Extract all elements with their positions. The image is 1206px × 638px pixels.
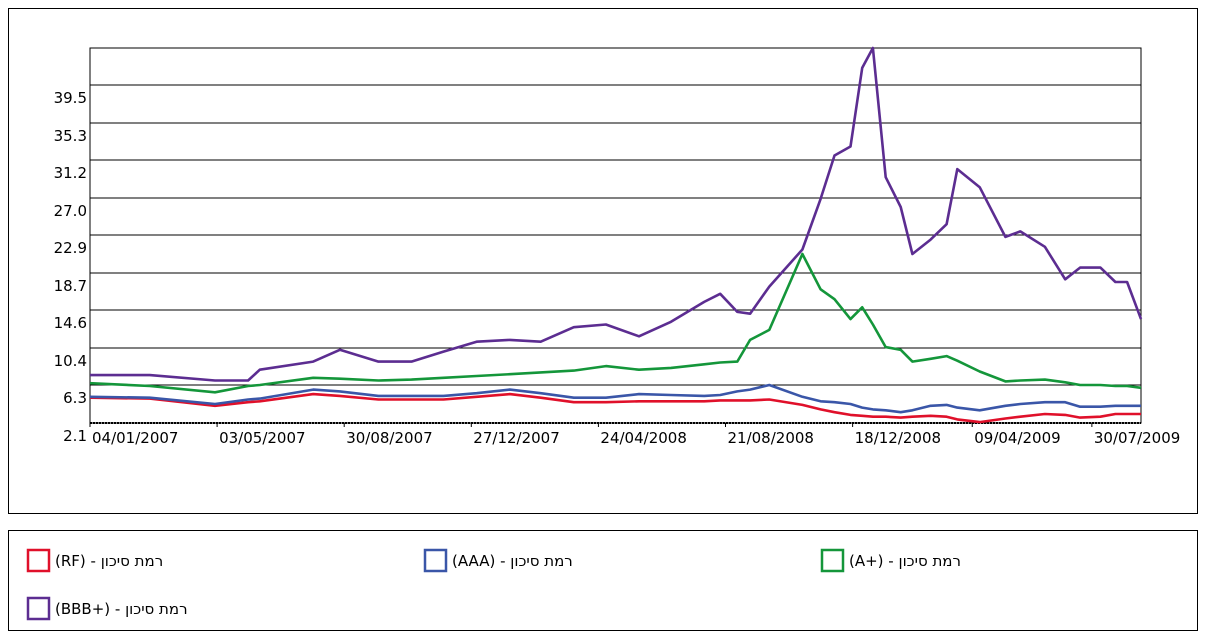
x-tick-label: 04/01/2007 [92,429,178,447]
x-tick-label: 30/07/2009 [1094,429,1180,447]
legend-label: (BBB+) - רמת סיכון [55,600,188,618]
x-tick-label: 30/08/2007 [346,429,432,447]
y-tick-label: 35.3 [54,127,87,145]
x-tick-label: 03/05/2007 [219,429,305,447]
x-tick-label: 21/08/2008 [728,429,814,447]
y-tick-label: 6.3 [63,389,87,407]
series-line [89,392,1141,424]
x-tick-label: 27/12/2007 [473,429,559,447]
y-tick-label: 2.1 [63,427,87,445]
x-tick-label: 24/04/2008 [600,429,686,447]
legend-swatch [26,548,51,573]
y-tick-label: 22.9 [54,239,87,257]
legend-frame [8,530,1198,631]
series-line [89,383,1141,414]
x-tick-label: 09/04/2009 [974,429,1060,447]
legend-swatch [820,548,845,573]
y-tick-label: 10.4 [54,352,87,370]
y-tick-label: 14.6 [54,314,87,332]
y-tick-label: 39.5 [54,89,87,107]
series-line [89,252,1142,394]
legend-label: (A+) - רמת סיכון [849,552,961,570]
legend-label: (RF) - רמת סיכון [55,552,163,570]
legend-swatch [26,596,51,621]
legend-swatch [423,548,448,573]
legend-label: (AAA) - רמת סיכון [452,552,573,570]
y-tick-label: 31.2 [54,164,87,182]
series-line [90,46,1143,382]
y-tick-label: 27.0 [54,202,87,220]
x-tick-label: 18/12/2008 [855,429,941,447]
y-tick-label: 18.7 [54,277,87,295]
